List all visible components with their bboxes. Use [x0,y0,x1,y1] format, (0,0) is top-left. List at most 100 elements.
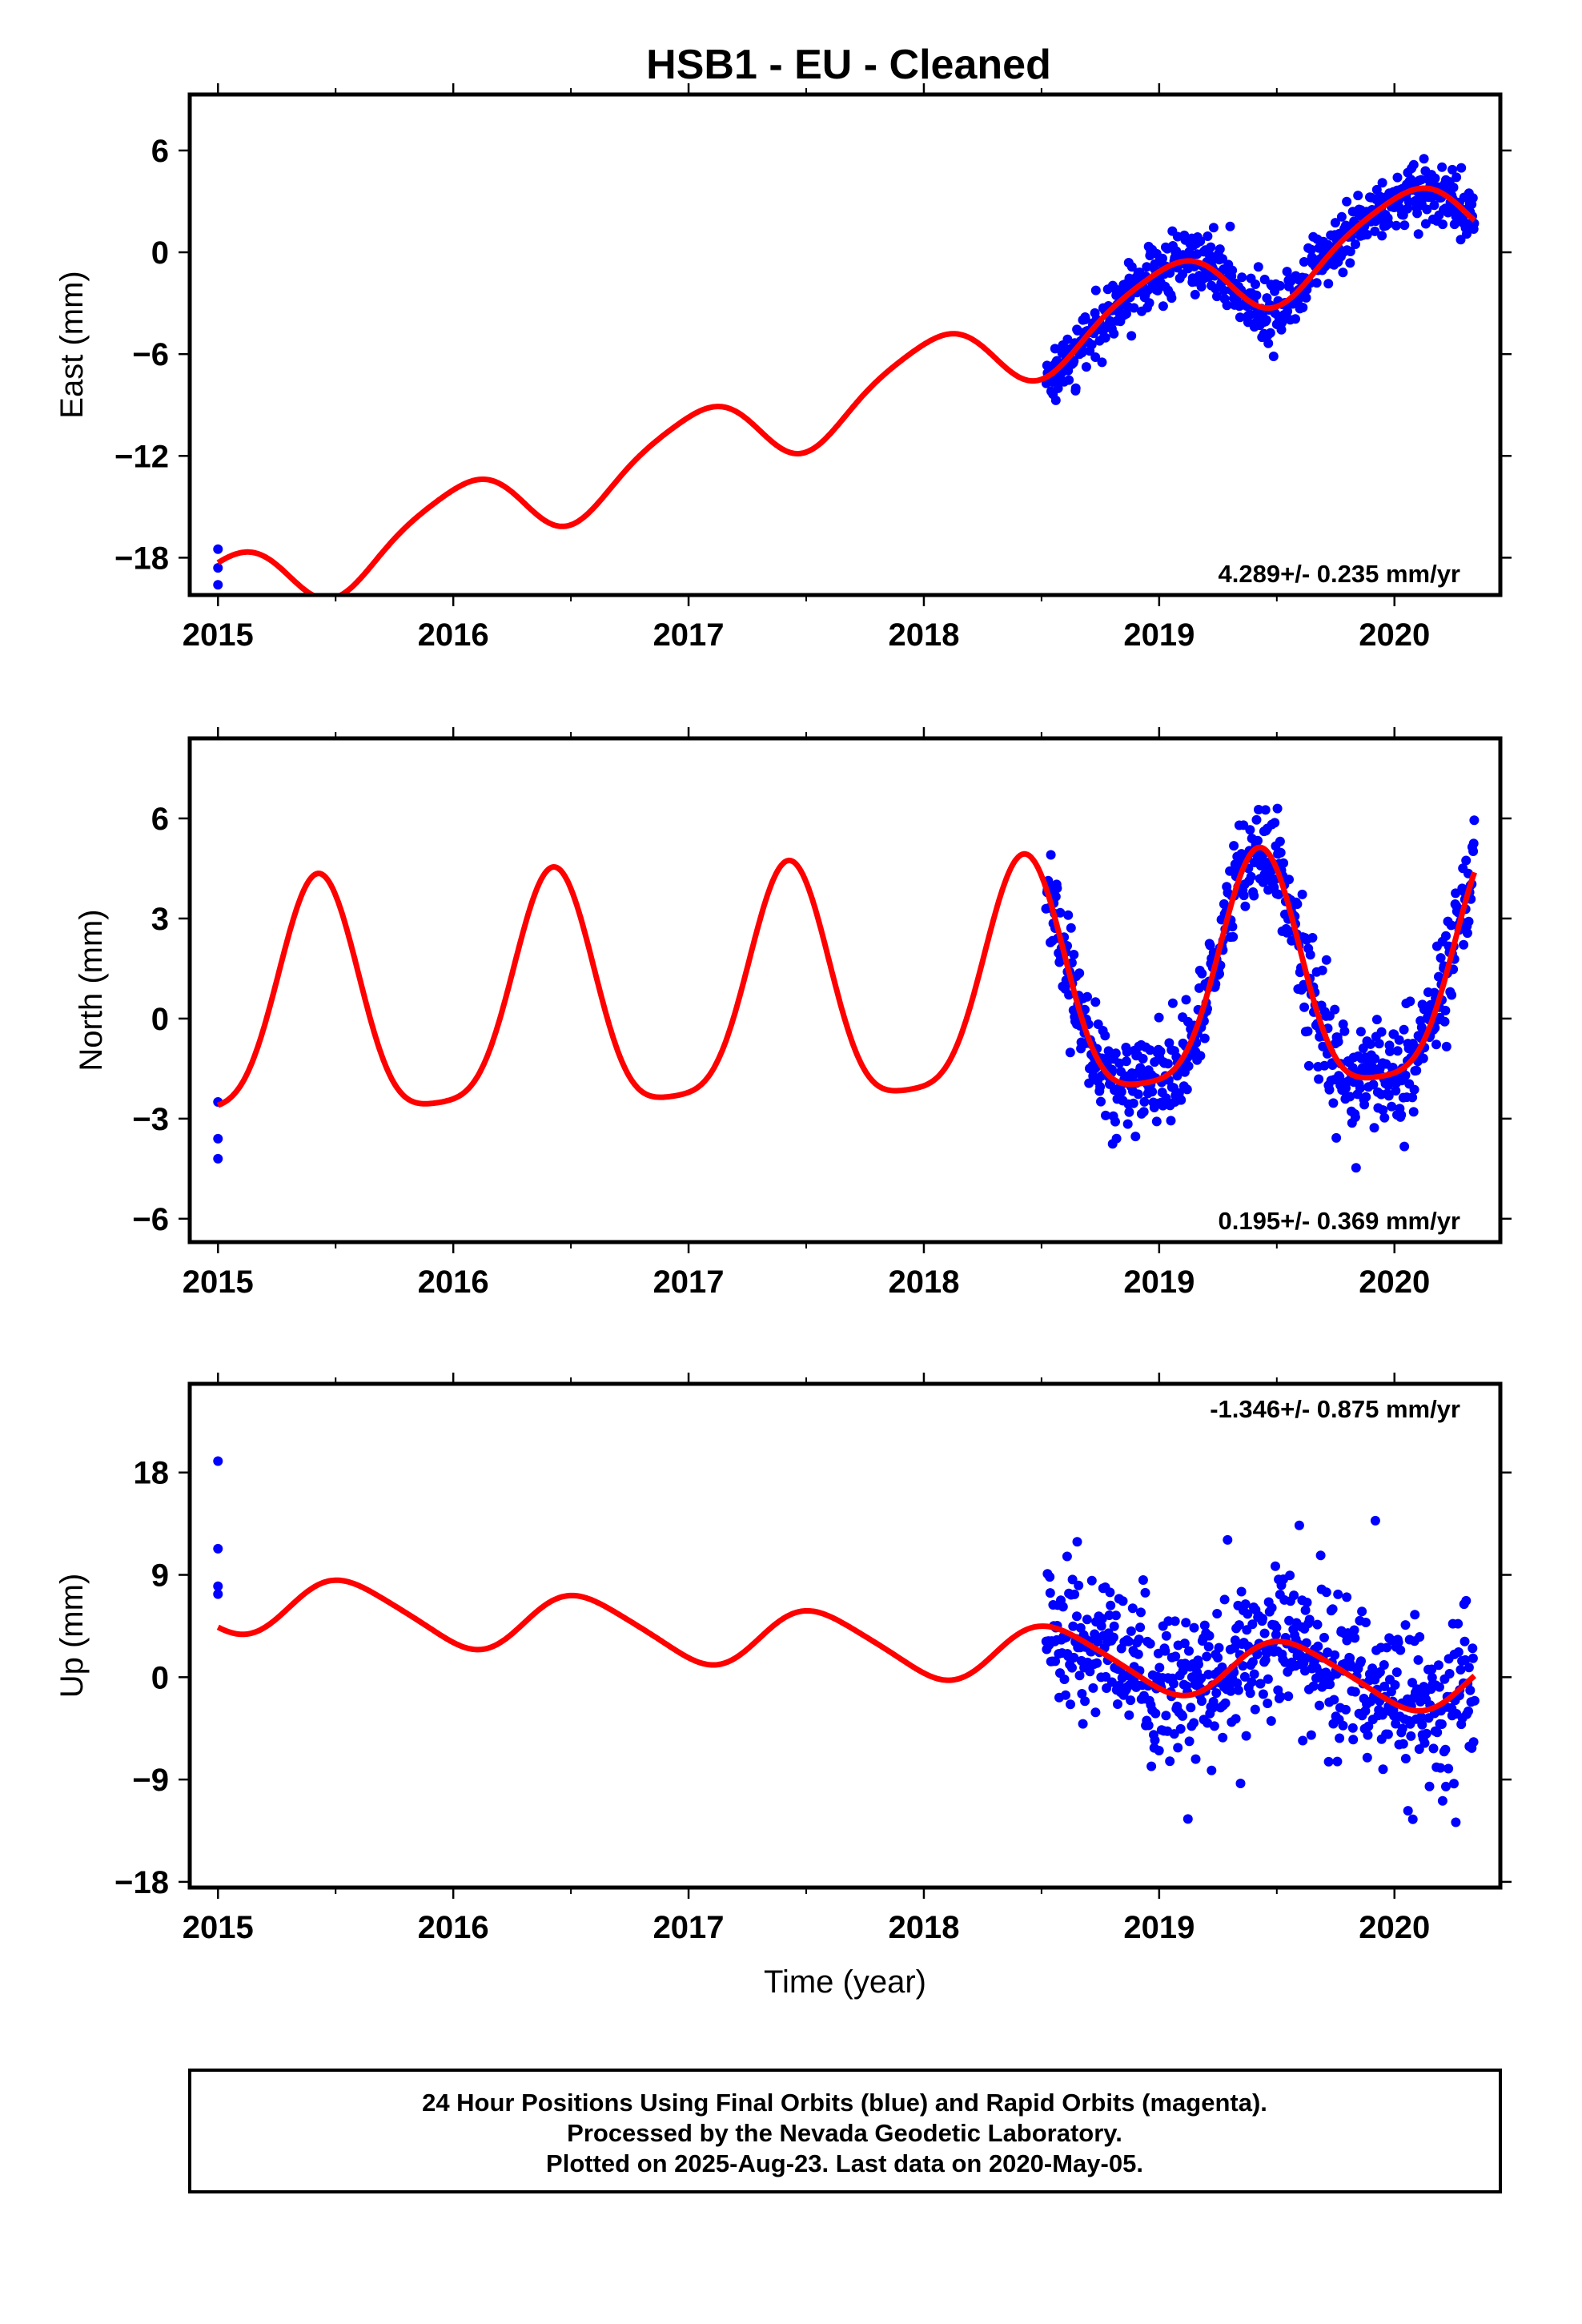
east-data-point [1336,211,1347,222]
east-data-point [1081,362,1091,372]
north-data-point [1183,1061,1194,1072]
east-data-point [213,544,223,554]
north-data-point [1378,1105,1388,1116]
up-data-point [1435,1763,1446,1773]
north-xtick-label-2020: 2020 [1359,1265,1430,1300]
north-data-point [213,1153,223,1164]
up-data-point [1110,1610,1121,1621]
up-data-point [1350,1687,1360,1697]
east-data-point [1050,395,1061,405]
up-data-point [1298,1735,1308,1746]
north-data-point [1272,803,1283,814]
east-data-point [1282,267,1292,277]
east-data-point [1050,344,1060,354]
up-data-point [1397,1723,1407,1734]
up-data-point [1160,1646,1170,1656]
north-data-point [1245,825,1255,835]
north-data-point [1469,815,1480,826]
up-data-point [1363,1730,1373,1740]
up-data-point [1093,1637,1103,1647]
north-data-point [1228,931,1239,942]
north-ytick-label: 3 [151,902,169,937]
north-data-point [1327,1060,1338,1070]
north-data-point [1339,1026,1350,1036]
up-data-point [1247,1657,1258,1667]
up-rate-label: -1.346+/- 0.875 mm/yr [1210,1395,1460,1423]
east-data-point [1227,265,1238,275]
north-data-point [1365,1039,1375,1049]
up-data-point [1460,1636,1470,1647]
up-data-point [1067,1574,1078,1585]
east-xtick-label-2016: 2016 [418,617,489,653]
north-data-point [1440,1005,1451,1015]
up-data-point [1247,1677,1257,1687]
up-data-point [1440,1744,1451,1755]
north-data-point [1116,1087,1126,1097]
up-data-point [1255,1679,1266,1689]
up-data-point [1178,1711,1188,1721]
up-data-point [1196,1673,1207,1683]
up-data-point [1315,1700,1324,1711]
up-data-point [1194,1659,1203,1670]
north-data-point [1147,1087,1158,1097]
north-data-point [1100,1031,1110,1041]
up-data-point [1204,1630,1215,1641]
north-xtick-label-2016: 2016 [418,1265,489,1300]
up-data-point [1469,1695,1480,1706]
north-data-point [1435,953,1446,963]
up-data-point [1350,1633,1360,1643]
east-ytick-label: 0 [151,235,169,271]
up-frame [187,1381,1503,1890]
up-data-point [1263,1699,1273,1708]
up-data-point [1241,1731,1251,1741]
north-data-point [1065,1047,1075,1058]
east-data-point [1377,178,1387,188]
north-data-point [1418,1053,1428,1063]
up-data-point [1146,1761,1157,1771]
east-data-point [1053,383,1063,393]
east-data-point [1126,331,1137,341]
east-ytick-label: −6 [132,337,169,372]
north-data-point [1355,1027,1366,1037]
up-data-point [1191,1754,1201,1764]
north-data-point [1333,1036,1343,1047]
up-data-point [1456,1665,1466,1675]
east-data-point [1070,383,1081,393]
east-data-point [1345,247,1355,256]
up-data-point [1406,1731,1416,1741]
north-xtick-label-2017: 2017 [653,1265,725,1300]
up-data-point [1382,1642,1392,1653]
up-data-point [1217,1662,1227,1672]
up-data-point [1118,1596,1128,1606]
up-data-point [1106,1677,1117,1687]
up-data-point [1363,1721,1374,1731]
up-data-point [1312,1619,1323,1630]
up-data-point [1181,1618,1191,1628]
north-data-point [1095,1082,1106,1092]
east-data-point [1370,226,1380,236]
up-data-point [1086,1575,1097,1586]
up-data-point [1150,1708,1161,1719]
north-data-point [1064,990,1074,1000]
up-data-point [1135,1622,1146,1633]
up-data-point [1356,1656,1366,1667]
north-data-point [1431,1039,1441,1050]
up-data-point [1332,1756,1343,1767]
up-data-point [1136,1607,1146,1618]
up-data-point [1245,1688,1255,1699]
up-data-point [1357,1606,1367,1617]
north-data-point [1303,1026,1313,1036]
north-data-point [1391,1086,1401,1096]
up-data-point [1090,1707,1101,1718]
up-data-point [1464,1706,1473,1716]
up-data-point [1203,1642,1214,1652]
east-data-point [1306,244,1316,255]
east-data-point [1448,183,1459,193]
up-data-point [1436,1719,1447,1729]
up-data-point [1165,1756,1175,1767]
north-data-point [1447,990,1457,1000]
east-xtick-label-2015: 2015 [183,617,254,653]
up-data-point [1235,1779,1246,1788]
north-data-point [1239,891,1249,901]
north-data-point [1166,1116,1176,1126]
